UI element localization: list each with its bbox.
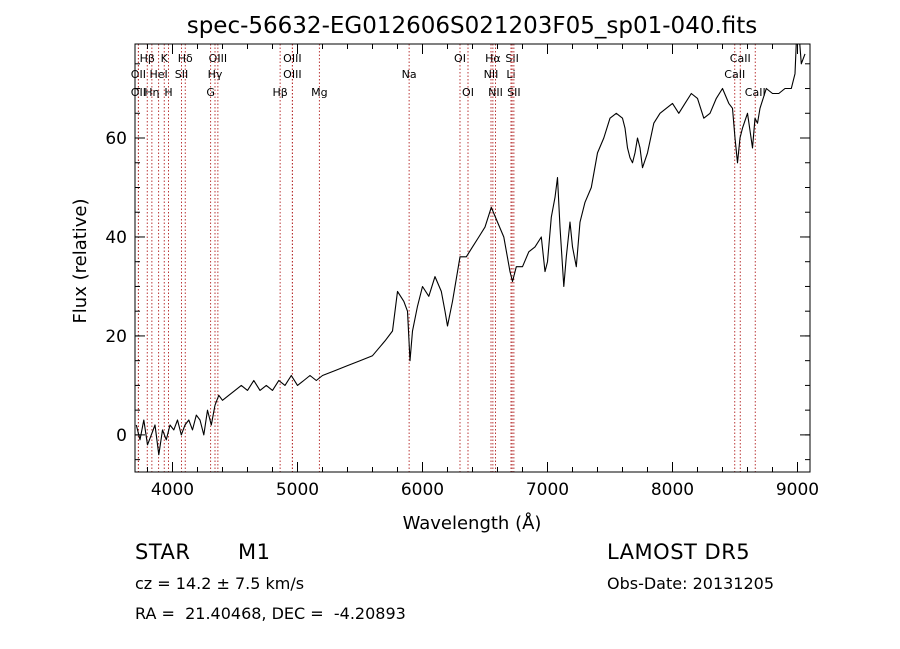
line-marker-label-0: Hβ <box>140 52 155 65</box>
y-axis-label: Flux (relative) <box>70 198 91 323</box>
spectrum-line-layer <box>135 44 806 456</box>
line-marker-label-16: Li <box>506 68 515 81</box>
line-marker-label-27: CaII <box>745 86 766 99</box>
line-marker-label-17: CaII <box>724 68 745 81</box>
line-marker-label-8: CaII <box>730 52 751 65</box>
line-marker-label-12: Hγ <box>208 68 223 81</box>
line-marker-label-15: NII <box>484 68 499 81</box>
x-tick-label-9000: 9000 <box>776 480 819 500</box>
redshift-readout: cz = 14.2 ± 7.5 km/s <box>135 574 305 593</box>
y-tick-label-60: 60 <box>105 129 127 149</box>
observation-date: Obs-Date: 20131205 <box>607 574 775 593</box>
y-tick-label-40: 40 <box>105 228 127 248</box>
line-marker-label-3: OIII <box>209 52 227 65</box>
line-marker-label-21: G <box>206 86 215 99</box>
survey-name: LAMOST DR5 <box>607 540 751 564</box>
x-tick-label-4000: 4000 <box>151 480 194 500</box>
line-marker-label-26: SII <box>507 86 520 99</box>
x-axis-label: Wavelength (Å) <box>403 512 542 534</box>
plot-frame <box>134 43 811 473</box>
line-marker-label-2: Hδ <box>178 52 193 65</box>
line-marker-label-1: K <box>161 52 169 65</box>
line-marker-label-6: Hα <box>485 52 501 65</box>
x-tick-label-6000: 6000 <box>401 480 444 500</box>
x-tick-label-7000: 7000 <box>526 480 569 500</box>
x-tick-label-8000: 8000 <box>651 480 694 500</box>
plot-axes: 4000 5000 6000 7000 8000 9000 0 20 40 60 <box>105 43 819 500</box>
coordinates-readout: RA = 21.40468, DEC = -4.20893 <box>135 604 406 623</box>
object-class: STAR <box>135 540 191 564</box>
line-marker-label-5: OI <box>454 52 466 65</box>
line-marker-label-10: HeI <box>149 68 167 81</box>
y-tick-label-20: 20 <box>105 327 127 347</box>
line-marker-label-20: H <box>164 86 172 99</box>
line-marker-label-13: OIII <box>283 68 301 81</box>
x-tick-label-5000: 5000 <box>276 480 319 500</box>
chart-title: spec-56632-EG012606S021203F05_sp01-040.f… <box>187 13 758 39</box>
line-marker-label-11: SII <box>175 68 188 81</box>
y-tick-label-0: 0 <box>116 426 127 446</box>
line-marker-label-14: Na <box>402 68 417 81</box>
line-marker-label-24: OI <box>462 86 474 99</box>
line-marker-label-19: Hη <box>144 86 159 99</box>
line-marker-label-25: NII <box>488 86 503 99</box>
line-marker-label-23: Mg <box>311 86 327 99</box>
spectrum-series-0 <box>135 44 806 456</box>
line-marker-label-22: Hβ <box>272 86 287 99</box>
object-subclass: M1 <box>238 540 271 564</box>
line-marker-label-7: SII <box>505 52 518 65</box>
